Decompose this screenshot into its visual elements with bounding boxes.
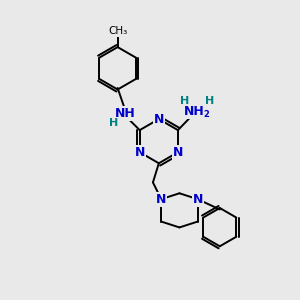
Text: N: N [193, 193, 203, 206]
Text: N: N [173, 146, 183, 159]
Text: 2: 2 [204, 110, 209, 119]
Text: CH₃: CH₃ [108, 26, 127, 36]
Text: H: H [180, 96, 189, 106]
Text: N: N [156, 193, 166, 206]
Text: N: N [154, 112, 164, 126]
Text: NH: NH [115, 107, 135, 120]
Text: NH: NH [184, 105, 205, 119]
Text: H: H [109, 118, 119, 128]
Text: N: N [134, 146, 145, 159]
Text: H: H [205, 96, 214, 106]
